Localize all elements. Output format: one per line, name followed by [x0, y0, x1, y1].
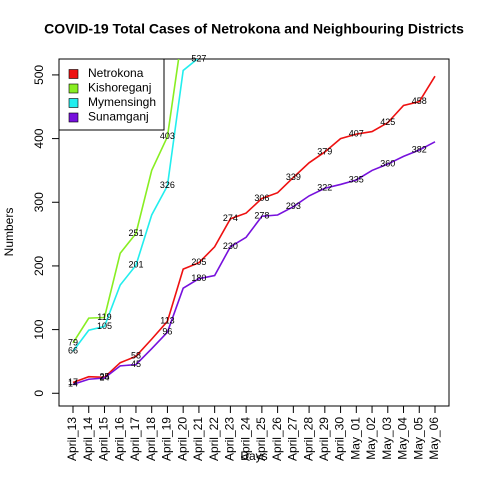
x-tick-label: April_21 — [191, 417, 205, 461]
data-label: 382 — [412, 144, 427, 154]
y-tick-label: 500 — [32, 65, 46, 85]
data-label: 17 — [68, 377, 78, 387]
legend-label: Mymensingh — [88, 95, 156, 109]
data-label: 230 — [223, 241, 238, 251]
data-label: 58 — [131, 351, 141, 361]
x-tick-label: April_28 — [301, 417, 315, 461]
x-tick-label: April_24 — [238, 417, 252, 461]
data-label: 360 — [380, 158, 395, 168]
y-tick-label: 300 — [32, 192, 46, 212]
x-tick-label: April_22 — [207, 417, 221, 461]
x-tick-label: April_27 — [286, 417, 300, 461]
data-label: 24 — [99, 372, 109, 382]
data-label: 119 — [97, 312, 111, 322]
x-tick-label: April_16 — [112, 417, 126, 461]
data-label: 425 — [380, 117, 395, 127]
x-tick-label: May_02 — [364, 417, 378, 460]
data-label: 335 — [349, 174, 364, 184]
legend-label: Sunamganj — [88, 110, 149, 124]
data-label: 66 — [68, 346, 78, 356]
y-axis-label: Numbers — [2, 208, 16, 257]
x-tick-label: April_25 — [254, 417, 268, 461]
data-label: 379 — [317, 146, 332, 156]
data-label: 527 — [191, 53, 206, 63]
y-tick-label: 400 — [32, 128, 46, 148]
data-label: 293 — [286, 201, 301, 211]
x-tick-label: April_29 — [317, 417, 331, 461]
y-tick-label: 0 — [32, 390, 46, 397]
x-tick-label: May_05 — [411, 417, 425, 460]
data-label: 205 — [191, 257, 206, 267]
series-line — [72, 75, 436, 384]
legend-label: Kishoreganj — [88, 81, 151, 95]
x-tick-label: May_06 — [427, 417, 441, 460]
data-label: 326 — [160, 180, 175, 190]
y-tick-label: 100 — [32, 319, 46, 339]
x-tick-label: April_18 — [144, 417, 158, 461]
x-tick-label: April_23 — [223, 417, 237, 461]
plot-frame — [58, 58, 450, 407]
x-tick-label: April_20 — [175, 417, 189, 461]
x-tick-label: April_26 — [270, 417, 284, 461]
data-label: 251 — [128, 228, 143, 238]
data-label: 407 — [349, 129, 364, 139]
data-label: 180 — [191, 273, 206, 283]
x-tick-label: April_30 — [333, 417, 347, 461]
data-label: 278 — [254, 211, 269, 221]
data-label: 113 — [160, 316, 174, 326]
legend-swatch — [68, 112, 79, 123]
data-label: 14 — [68, 379, 78, 389]
x-tick-label: May_01 — [348, 417, 362, 460]
data-label: 339 — [286, 172, 301, 182]
data-label: 322 — [317, 183, 332, 193]
data-label: 105 — [97, 321, 112, 331]
x-axis-label: Days — [240, 449, 267, 463]
legend-swatch — [68, 69, 79, 79]
data-label: 79 — [68, 337, 78, 347]
data-label: 306 — [254, 193, 269, 203]
x-tick-label: April_19 — [160, 417, 174, 461]
x-tick-label: April_17 — [128, 417, 142, 461]
x-tick-label: April_13 — [65, 417, 79, 461]
x-tick-label: April_14 — [81, 417, 95, 461]
data-label: 201 — [128, 260, 143, 270]
legend-swatch — [68, 98, 79, 108]
legend-swatch — [68, 83, 79, 94]
chart-title: COVID-19 Total Cases of Netrokona and Ne… — [44, 21, 464, 37]
x-tick-label: May_04 — [396, 417, 410, 460]
series-line — [72, 59, 180, 344]
data-label: 25 — [99, 372, 109, 382]
data-label: 458 — [412, 96, 427, 106]
series-line — [72, 59, 199, 352]
data-label: 403 — [160, 131, 175, 141]
series-line — [72, 141, 436, 386]
data-label: 45 — [131, 359, 141, 369]
data-label: 274 — [223, 213, 238, 223]
legend-label: Netrokona — [88, 66, 144, 80]
x-tick-label: May_03 — [380, 417, 394, 460]
data-label: 96 — [162, 327, 172, 337]
lines — [72, 59, 436, 386]
y-tick-label: 200 — [32, 256, 46, 276]
x-tick-label: April_15 — [97, 417, 111, 461]
